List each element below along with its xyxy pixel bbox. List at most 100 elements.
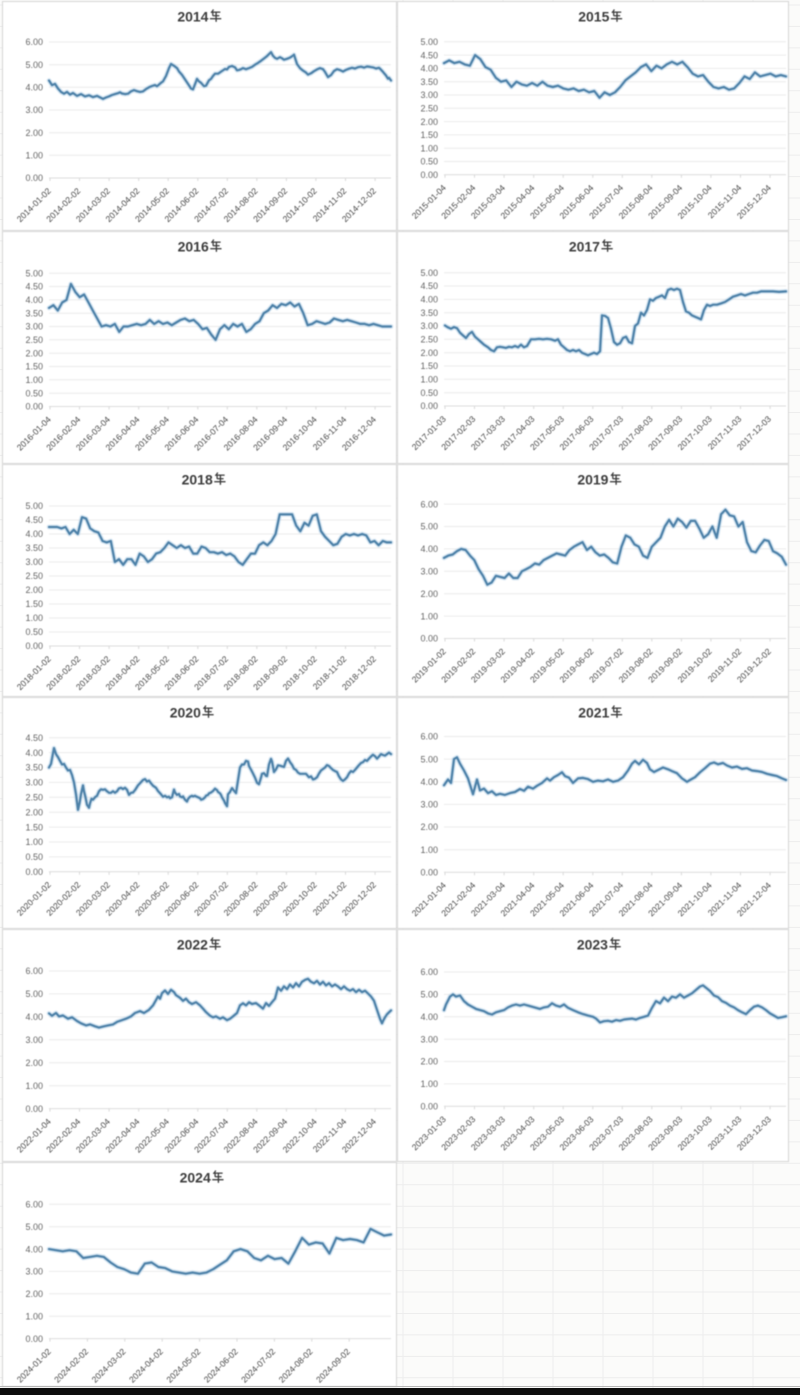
svg-text:0.00: 0.00 bbox=[420, 170, 438, 180]
svg-text:2018: 2018 bbox=[182, 472, 213, 488]
svg-text:3.00: 3.00 bbox=[420, 800, 438, 810]
svg-text:2.50: 2.50 bbox=[25, 793, 43, 803]
svg-text:1.00: 1.00 bbox=[25, 151, 43, 161]
svg-text:6.00: 6.00 bbox=[420, 967, 438, 977]
svg-text:4.00: 4.00 bbox=[25, 748, 43, 758]
svg-text:2.00: 2.00 bbox=[25, 807, 43, 817]
svg-text:2.00: 2.00 bbox=[25, 348, 43, 358]
svg-text:0.00: 0.00 bbox=[25, 641, 43, 651]
svg-text:2.50: 2.50 bbox=[25, 335, 43, 345]
svg-text:1.00: 1.00 bbox=[25, 837, 43, 847]
svg-text:1.00: 1.00 bbox=[420, 1079, 438, 1089]
svg-text:1.50: 1.50 bbox=[420, 361, 438, 371]
svg-text:3.00: 3.00 bbox=[420, 321, 438, 331]
svg-text:2020: 2020 bbox=[170, 705, 201, 721]
svg-text:4.00: 4.00 bbox=[25, 83, 43, 93]
svg-text:3.00: 3.00 bbox=[25, 322, 43, 332]
svg-text:2023: 2023 bbox=[577, 937, 608, 953]
svg-text:0.00: 0.00 bbox=[25, 402, 43, 412]
svg-text:2019: 2019 bbox=[577, 472, 608, 488]
svg-text:0.50: 0.50 bbox=[420, 388, 438, 398]
svg-text:0.00: 0.00 bbox=[25, 867, 43, 877]
svg-text:4.00: 4.00 bbox=[25, 529, 43, 539]
svg-text:4.50: 4.50 bbox=[420, 50, 438, 60]
svg-text:3.50: 3.50 bbox=[25, 308, 43, 318]
svg-text:0.00: 0.00 bbox=[25, 173, 43, 183]
svg-text:2024-04-02: 2024-04-02 bbox=[127, 1346, 165, 1384]
svg-text:2.00: 2.00 bbox=[420, 117, 438, 127]
svg-text:1.00: 1.00 bbox=[25, 1081, 43, 1091]
svg-text:5.00: 5.00 bbox=[25, 60, 43, 70]
svg-text:1.00: 1.00 bbox=[420, 375, 438, 385]
svg-text:3.00: 3.00 bbox=[25, 105, 43, 115]
svg-text:0.50: 0.50 bbox=[25, 852, 43, 862]
svg-text:6.00: 6.00 bbox=[420, 499, 438, 509]
svg-text:3.50: 3.50 bbox=[420, 77, 438, 87]
svg-text:0.50: 0.50 bbox=[25, 627, 43, 637]
svg-text:2024: 2024 bbox=[180, 1170, 211, 1186]
svg-text:2.50: 2.50 bbox=[420, 335, 438, 345]
svg-text:4.00: 4.00 bbox=[420, 544, 438, 554]
svg-text:1.00: 1.00 bbox=[25, 613, 43, 623]
svg-text:4.00: 4.00 bbox=[25, 1244, 43, 1254]
svg-text:4.00: 4.00 bbox=[25, 295, 43, 305]
svg-text:3.00: 3.00 bbox=[25, 1267, 43, 1277]
svg-text:2024-01-02: 2024-01-02 bbox=[15, 1346, 53, 1384]
svg-text:4.00: 4.00 bbox=[25, 1012, 43, 1022]
svg-text:2024-03-02: 2024-03-02 bbox=[90, 1346, 128, 1384]
svg-text:1.50: 1.50 bbox=[25, 599, 43, 609]
svg-text:6.00: 6.00 bbox=[25, 37, 43, 47]
svg-text:4.00: 4.00 bbox=[420, 295, 438, 305]
svg-text:1.50: 1.50 bbox=[25, 362, 43, 372]
svg-text:3.00: 3.00 bbox=[25, 778, 43, 788]
svg-text:3.00: 3.00 bbox=[420, 567, 438, 577]
svg-text:0.00: 0.00 bbox=[420, 868, 438, 878]
svg-text:3.50: 3.50 bbox=[25, 763, 43, 773]
svg-text:4.00: 4.00 bbox=[420, 64, 438, 74]
svg-text:2017: 2017 bbox=[569, 239, 600, 255]
svg-text:0.00: 0.00 bbox=[420, 1102, 438, 1112]
svg-text:2024-05-02: 2024-05-02 bbox=[164, 1346, 202, 1384]
svg-text:2.00: 2.00 bbox=[420, 822, 438, 832]
svg-text:2024-09-02: 2024-09-02 bbox=[314, 1346, 352, 1384]
svg-text:5.00: 5.00 bbox=[420, 754, 438, 764]
svg-text:2016: 2016 bbox=[178, 239, 209, 255]
svg-text:3.00: 3.00 bbox=[25, 1035, 43, 1045]
svg-text:4.50: 4.50 bbox=[25, 733, 43, 743]
svg-text:4.00: 4.00 bbox=[420, 1012, 438, 1022]
svg-text:2024-02-02: 2024-02-02 bbox=[52, 1346, 90, 1384]
svg-text:0.00: 0.00 bbox=[25, 1334, 43, 1344]
svg-text:3.50: 3.50 bbox=[420, 308, 438, 318]
svg-text:2024-07-02: 2024-07-02 bbox=[239, 1346, 277, 1384]
svg-text:2024-08-02: 2024-08-02 bbox=[277, 1346, 315, 1384]
svg-text:2.00: 2.00 bbox=[420, 348, 438, 358]
svg-text:5.00: 5.00 bbox=[420, 268, 438, 278]
svg-text:0.00: 0.00 bbox=[420, 634, 438, 644]
svg-text:3.00: 3.00 bbox=[25, 557, 43, 567]
svg-text:2.00: 2.00 bbox=[25, 585, 43, 595]
svg-text:5.00: 5.00 bbox=[420, 990, 438, 1000]
svg-text:1.00: 1.00 bbox=[420, 845, 438, 855]
svg-text:2024-06-02: 2024-06-02 bbox=[202, 1346, 240, 1384]
svg-text:1.00: 1.00 bbox=[25, 375, 43, 385]
svg-text:2.00: 2.00 bbox=[420, 589, 438, 599]
svg-text:6.00: 6.00 bbox=[420, 732, 438, 742]
svg-text:0.50: 0.50 bbox=[420, 157, 438, 167]
svg-text:5.00: 5.00 bbox=[25, 501, 43, 511]
svg-text:0.00: 0.00 bbox=[25, 1104, 43, 1114]
svg-text:2.00: 2.00 bbox=[25, 1058, 43, 1068]
svg-text:1.00: 1.00 bbox=[420, 143, 438, 153]
svg-text:3.50: 3.50 bbox=[25, 543, 43, 553]
svg-text:5.00: 5.00 bbox=[420, 522, 438, 532]
svg-text:3.00: 3.00 bbox=[420, 90, 438, 100]
svg-text:4.50: 4.50 bbox=[25, 282, 43, 292]
svg-text:2.50: 2.50 bbox=[25, 571, 43, 581]
svg-text:2022: 2022 bbox=[177, 937, 208, 953]
svg-text:2015: 2015 bbox=[578, 9, 609, 25]
svg-text:6.00: 6.00 bbox=[25, 1200, 43, 1210]
svg-text:1.00: 1.00 bbox=[420, 611, 438, 621]
svg-text:1.50: 1.50 bbox=[420, 130, 438, 140]
svg-text:3.00: 3.00 bbox=[420, 1034, 438, 1044]
svg-text:4.00: 4.00 bbox=[420, 777, 438, 787]
svg-text:2021: 2021 bbox=[578, 705, 609, 721]
